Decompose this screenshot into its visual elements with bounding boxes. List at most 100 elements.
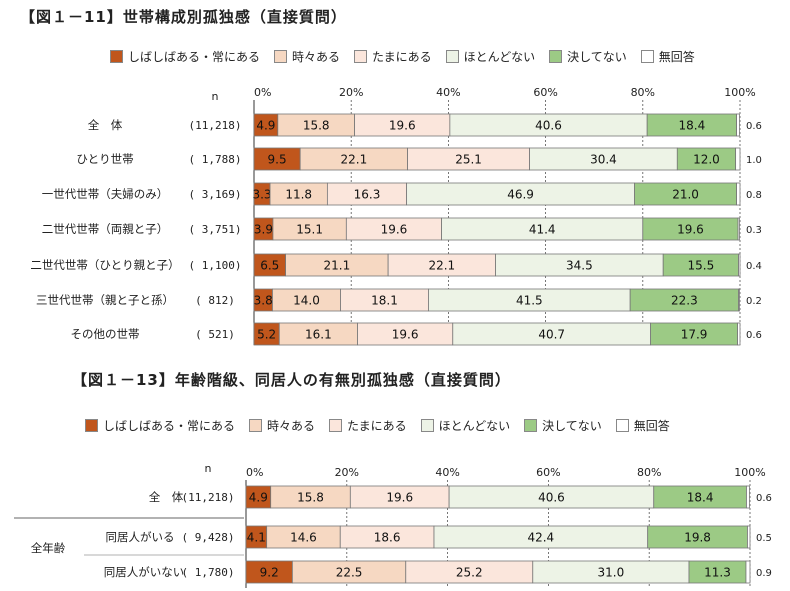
chart2-bar-1-label-2: 18.6 (374, 531, 401, 545)
chart2-legend-swatch-5 (524, 419, 538, 432)
chart1-bar-1-label-3: 30.4 (590, 153, 617, 167)
chart1-bar-6-label-1: 16.1 (305, 328, 332, 342)
chart2-row-label-0: 全 体 (149, 490, 184, 504)
chart1-bar-6-label-3: 40.7 (538, 328, 565, 342)
chart2-legend-item-4: ほとんどない (420, 417, 510, 434)
chart1-legend-item-5: 決してない (549, 48, 627, 65)
chart1-row-label-4: 二世代世帯（ひとり親と子） (30, 258, 179, 272)
chart1-bar-0-label-3: 40.6 (535, 119, 562, 133)
chart1-legend-label-2: 時々ある (292, 50, 341, 64)
chart2-bar-2-label-2: 25.2 (456, 566, 483, 580)
chart2-bar-2-label-3: 31.0 (598, 566, 625, 580)
chart2-legend-label-6: 無回答 (633, 419, 670, 433)
chart1-row-n-3: ( 3,751) (189, 223, 242, 236)
chart1-legend-swatch-5 (549, 50, 563, 63)
chart2-bar-1-seg-5 (747, 525, 751, 549)
chart2-row-n-2: ( 1,780) (182, 566, 235, 579)
chart1-row-n-2: ( 3,169) (189, 188, 242, 201)
chart2-n-header: n (205, 462, 212, 475)
chart1-bar-1-label-5: 1.0 (746, 155, 762, 166)
chart1-legend-label-4: ほとんどない (463, 50, 536, 64)
chart1-bar-5-label-2: 18.1 (371, 294, 398, 308)
chart2-legend-item-5: 決してない (524, 417, 602, 434)
chart1-xtick-0: 0% (254, 86, 271, 99)
chart2-row-n-1: ( 9,428) (182, 531, 235, 544)
chart1-xtick-3: 60% (533, 86, 557, 99)
chart2-bar-1-label-5: 0.5 (756, 533, 772, 544)
chart2-xtick-0: 0% (246, 466, 263, 479)
chart1-n-header: n (212, 90, 219, 103)
chart1-plot: 0% 20% 40% 60% 80% 100% n 全 体 (11,218) 4.9 15.8 19.… (30, 86, 762, 346)
chart1-bar-5-label-0: 3.8 (254, 294, 273, 308)
chart1-bar-1-label-4: 12.0 (693, 153, 720, 167)
chart2-legend-swatch-1 (85, 419, 98, 432)
chart2-bar-1-label-0: 4.1 (247, 531, 266, 545)
chart2-bar-1-label-4: 19.8 (684, 531, 711, 545)
chart1-legend-label-1: しばしばある・常にある (128, 50, 261, 64)
chart1-bar-5-label-3: 41.5 (516, 294, 543, 308)
chart1-bar-6-label-5: 0.6 (746, 330, 762, 341)
chart1-legend-label-6: 無回答 (658, 50, 695, 64)
chart1-bar-3-seg-5 (737, 217, 740, 241)
chart2-row-n-0: (11,218) (182, 491, 235, 504)
chart1-bar-3-label-3: 41.4 (529, 223, 556, 237)
chart1-bar-0-label-0: 4.9 (256, 119, 275, 133)
chart1-bar-4-label-0: 6.5 (260, 259, 279, 273)
chart2-xtick-4: 80% (637, 466, 661, 479)
chart1-bar-0-label-1: 15.8 (303, 119, 330, 133)
chart1-legend-item-2: 時々ある (274, 48, 340, 65)
chart1-bar-3-label-1: 15.1 (296, 223, 323, 237)
chart2-bar-1-label-1: 14.6 (290, 531, 317, 545)
chart1-row-n-0: (11,218) (189, 119, 242, 132)
chart1-legend-swatch-6 (640, 50, 654, 63)
chart2-legend-swatch-4 (420, 419, 434, 432)
chart1-bar-4-label-2: 22.1 (428, 259, 455, 273)
chart1-bar-3-label-2: 19.6 (381, 223, 408, 237)
chart2-bar-0-seg-5 (746, 485, 750, 509)
chart2-legend-label-1: しばしばある・常にある (103, 419, 236, 433)
chart2-bar-2-label-4: 11.3 (704, 566, 731, 580)
chart1-xtick-2: 40% (436, 86, 460, 99)
chart2-xtick-3: 60% (536, 466, 560, 479)
chart2-group-label: 全年齢 (31, 541, 66, 555)
chart1-bar-2-label-3: 46.9 (507, 188, 534, 202)
chart1-row-label-1: ひとり世帯 (76, 152, 133, 166)
chart1-bar-3-label-5: 0.3 (746, 225, 762, 236)
chart2-bar-0-label-5: 0.6 (756, 493, 772, 504)
chart2-bar-0-label-0: 4.9 (249, 491, 268, 505)
chart2-legend-swatch-2 (249, 419, 263, 432)
chart1-row-label-3: 二世代世帯（両親と子） (42, 222, 169, 236)
chart1-legend-item-3: たまにある (354, 48, 432, 65)
chart2-bar-1-label-3: 42.4 (527, 531, 554, 545)
chart1-bar-1-label-1: 22.1 (341, 153, 368, 167)
chart1-title: 【図１－11】世帯構成別孤独感（直接質問） (20, 8, 347, 26)
chart2-legend-label-5: 決してない (542, 419, 602, 433)
chart2-bar-0-label-2: 19.6 (386, 491, 413, 505)
chart2-bar-0-label-1: 15.8 (297, 491, 324, 505)
chart1-bar-5-label-1: 14.0 (293, 294, 320, 308)
chart1-legend-swatch-3 (354, 50, 368, 63)
chart1-bar-4-label-3: 34.5 (566, 259, 593, 273)
chart1-row-label-6: その他の世帯 (71, 327, 140, 341)
chart1-legend-swatch-2 (274, 50, 288, 63)
chart1-bar-2-label-4: 21.0 (672, 188, 699, 202)
chart2-xtick-5: 100% (734, 466, 765, 479)
chart1-legend: しばしばある・常にある 時々ある たまにある ほとんどない 決してない 無回答 (110, 48, 709, 65)
chart1-xtick-5: 100% (724, 86, 755, 99)
chart1-row-n-5: ( 812) (195, 294, 235, 307)
chart2-legend-swatch-3 (329, 419, 343, 432)
chart2-bar-2-label-1: 22.5 (336, 566, 363, 580)
chart1-bar-0-label-4: 18.4 (679, 119, 706, 133)
chart1-bar-0-seg-5 (736, 113, 740, 137)
chart1-bar-3-label-4: 19.6 (677, 223, 704, 237)
chart1-legend-item-6: 無回答 (640, 48, 695, 65)
chart2-legend-item-3: たまにある (329, 417, 407, 434)
chart2-bar-0-label-3: 40.6 (538, 491, 565, 505)
chart1-bar-2-label-0: 3.3 (252, 188, 271, 202)
chart2-legend-item-2: 時々ある (249, 417, 315, 434)
chart1-bar-2-label-5: 0.8 (746, 190, 762, 201)
chart1-bar-6-label-0: 5.2 (257, 328, 276, 342)
chart2-bar-2-label-0: 9.2 (260, 566, 279, 580)
chart1-row-n-4: ( 1,100) (189, 259, 242, 272)
